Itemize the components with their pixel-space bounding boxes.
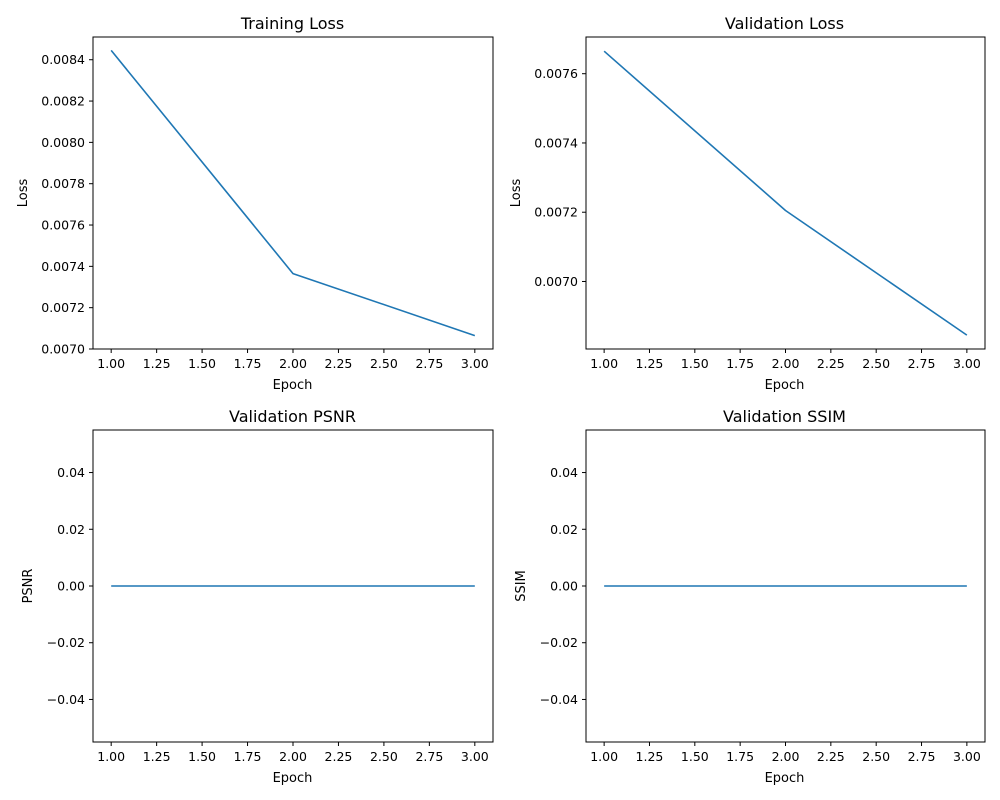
y-axis-label: PSNR	[21, 569, 36, 604]
y-tick-label: −0.02	[47, 635, 85, 650]
x-tick-label: 1.00	[590, 749, 618, 764]
y-axis-label: Loss	[16, 179, 31, 208]
y-tick-label: 0.0074	[534, 135, 578, 150]
x-tick-label: 2.50	[862, 356, 890, 371]
x-axis-label: Epoch	[765, 378, 805, 393]
x-tick-label: 2.50	[862, 749, 890, 764]
x-tick-label: 1.00	[590, 356, 618, 371]
x-tick-label: 2.00	[279, 356, 307, 371]
x-tick-label: 2.25	[325, 356, 353, 371]
y-axis-label: Loss	[509, 179, 524, 208]
x-tick-label: 3.00	[953, 356, 981, 371]
y-tick-label: 0.02	[57, 522, 85, 537]
y-tick-label: 0.0074	[41, 259, 85, 274]
x-tick-label: 1.25	[143, 356, 171, 371]
x-tick-label: 2.25	[817, 749, 845, 764]
subplot-validation-loss: Validation Loss Epoch Loss 1.00 1.25 1.50 1…	[509, 14, 986, 393]
plot-area-frame	[585, 36, 986, 350]
y-tick-label: −0.02	[540, 635, 578, 650]
y-tick-label: 0.0076	[534, 66, 578, 81]
y-tick-label: 0.0080	[41, 135, 85, 150]
series-line	[603, 50, 968, 336]
subplot-validation-ssim: Validation SSIM Epoch SSIM 1.00 1.25 1.50 1…	[514, 407, 986, 786]
x-tick-label: 3.00	[461, 356, 489, 371]
x-tick-label: 1.75	[726, 356, 754, 371]
x-tick-label: 2.00	[772, 356, 800, 371]
x-axis-label: Epoch	[273, 771, 313, 786]
x-tick-label: 2.75	[908, 356, 936, 371]
x-tick-label: 2.50	[370, 356, 398, 371]
y-tick-label: 0.0072	[41, 300, 85, 315]
x-tick-label: 1.50	[188, 356, 216, 371]
x-tick-label: 2.75	[415, 749, 443, 764]
y-tick-label: 0.0078	[41, 176, 85, 191]
x-tick-label: 3.00	[461, 749, 489, 764]
x-tick-label: 2.75	[415, 356, 443, 371]
series-line	[110, 49, 476, 337]
x-tick-label: 1.50	[681, 749, 709, 764]
chart-title: Training Loss	[240, 14, 344, 33]
x-tick-label: 1.75	[726, 749, 754, 764]
x-tick-label: 1.75	[234, 749, 262, 764]
y-tick-label: 0.0084	[41, 52, 85, 67]
y-tick-label: 0.04	[57, 465, 85, 480]
x-tick-label: 1.25	[143, 749, 171, 764]
x-tick-label: 2.50	[370, 749, 398, 764]
chart-title: Validation PSNR	[229, 407, 356, 426]
y-tick-label: 0.0082	[41, 94, 85, 109]
subplot-training-loss: Training Loss Epoch Loss 1.00 1.25 1.50 1.7…	[16, 14, 494, 393]
y-tick-label: 0.00	[550, 579, 578, 594]
x-tick-label: 2.00	[772, 749, 800, 764]
x-tick-label: 1.50	[681, 356, 709, 371]
y-tick-label: 0.00	[57, 579, 85, 594]
x-tick-label: 2.75	[908, 749, 936, 764]
subplot-validation-psnr: Validation PSNR Epoch PSNR 1.00 1.25 1.50 1…	[21, 407, 494, 786]
x-tick-label: 2.00	[279, 749, 307, 764]
y-tick-label: 0.0072	[534, 205, 578, 220]
y-axis-label: SSIM	[514, 570, 529, 602]
y-tick-label: 0.0076	[41, 218, 85, 233]
y-tick-label: −0.04	[540, 692, 578, 707]
x-tick-label: 3.00	[953, 749, 981, 764]
y-tick-label: 0.04	[550, 465, 578, 480]
x-tick-label: 2.25	[817, 356, 845, 371]
y-tick-label: −0.04	[47, 692, 85, 707]
y-tick-label: 0.0070	[41, 342, 85, 357]
x-tick-label: 1.00	[97, 749, 125, 764]
chart-title: Validation Loss	[725, 14, 844, 33]
y-tick-label: 0.02	[550, 522, 578, 537]
plot-area-frame	[92, 36, 494, 350]
x-tick-label: 2.25	[325, 749, 353, 764]
x-tick-label: 1.25	[636, 356, 664, 371]
chart-title: Validation SSIM	[723, 407, 846, 426]
x-tick-label: 1.25	[636, 749, 664, 764]
y-tick-label: 0.0070	[534, 274, 578, 289]
x-tick-label: 1.00	[97, 356, 125, 371]
x-tick-label: 1.75	[234, 356, 262, 371]
x-axis-label: Epoch	[273, 378, 313, 393]
x-axis-label: Epoch	[765, 771, 805, 786]
x-tick-label: 1.50	[188, 749, 216, 764]
